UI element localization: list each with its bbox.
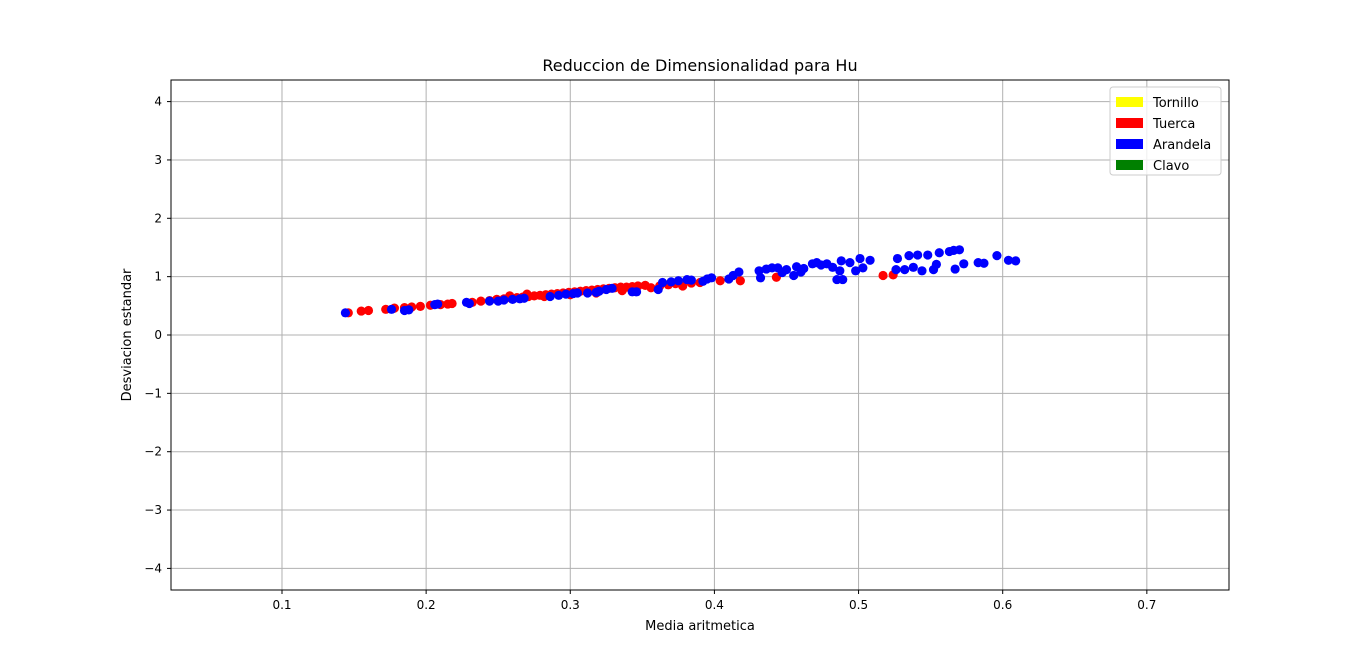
data-point <box>1003 255 1014 265</box>
y-axis-label: Desviacion estandar <box>120 268 135 401</box>
x-axis-label: Media aritmetica <box>645 619 755 634</box>
data-point <box>673 276 683 286</box>
data-point <box>561 289 571 299</box>
data-point <box>917 266 927 276</box>
data-point <box>519 293 529 303</box>
data-point <box>686 275 696 285</box>
data-point <box>954 245 965 255</box>
series-arandela <box>340 245 1021 318</box>
grid <box>171 80 1229 590</box>
data-point <box>900 265 910 275</box>
x-tick-label: 0.2 <box>417 598 436 612</box>
data-point <box>865 255 875 265</box>
data-point <box>653 284 663 295</box>
legend-label: Tuerca <box>1152 117 1195 132</box>
data-point <box>666 277 676 287</box>
axis-ticks: 0.1 0.2 0.3 0.4 0.5 0.6 0.7 4 3 2 1 0 −1 −2 −3 −4 <box>144 95 1156 612</box>
data-point <box>631 287 642 297</box>
data-point <box>950 264 960 274</box>
data-point <box>851 266 861 276</box>
data-point <box>734 267 744 277</box>
data-point <box>607 283 617 293</box>
data-point <box>908 262 918 272</box>
data-point <box>1011 256 1021 266</box>
data-point <box>415 301 425 312</box>
x-tick-label: 0.1 <box>272 598 291 612</box>
data-point <box>340 308 351 318</box>
data-point <box>706 273 717 283</box>
legend-label: Clavo <box>1153 159 1189 174</box>
data-point <box>646 283 656 293</box>
data-point <box>934 248 944 258</box>
data-point <box>979 258 989 268</box>
data-point <box>508 294 518 305</box>
data-point <box>891 265 901 275</box>
data-point <box>499 295 509 305</box>
data-point <box>828 262 838 272</box>
data-point <box>878 270 888 281</box>
x-tick-label: 0.6 <box>993 598 1012 612</box>
data-point <box>781 265 792 275</box>
legend: Tornillo Tuerca Arandela Clavo <box>1109 86 1222 176</box>
data-point <box>617 286 627 296</box>
data-point <box>447 298 457 309</box>
data-point <box>715 276 725 286</box>
data-point <box>992 251 1002 261</box>
data-point <box>855 253 865 264</box>
x-tick-label: 0.7 <box>1137 598 1156 612</box>
data-point <box>433 299 443 309</box>
data-point <box>754 266 764 276</box>
data-point <box>735 276 745 286</box>
data-point <box>858 263 868 273</box>
data-point <box>582 288 593 298</box>
data-point <box>892 253 903 264</box>
data-point <box>657 277 668 288</box>
legend-label: Tornillo <box>1152 96 1199 111</box>
data-point <box>836 256 846 266</box>
data-point <box>835 266 845 276</box>
data-point <box>356 306 366 316</box>
data-point <box>931 259 941 269</box>
data-point <box>363 305 374 316</box>
data-point <box>545 291 555 302</box>
y-tick-label: 0 <box>154 328 162 342</box>
legend-swatch <box>1116 160 1143 170</box>
data-point <box>404 305 414 315</box>
data-point <box>913 250 923 260</box>
data-point <box>923 250 933 260</box>
x-tick-label: 0.3 <box>561 598 580 612</box>
data-point <box>464 298 474 309</box>
y-tick-label: 3 <box>154 153 162 167</box>
data-point <box>845 258 855 268</box>
x-tick-label: 0.4 <box>705 598 724 612</box>
legend-swatch <box>1116 139 1143 149</box>
data-point <box>554 290 564 300</box>
data-point <box>755 273 766 283</box>
y-tick-label: −2 <box>144 445 162 459</box>
y-tick-label: 2 <box>154 211 162 225</box>
chart-title: Reduccion de Dimensionalidad para Hu <box>542 56 857 75</box>
y-tick-label: −1 <box>144 386 162 400</box>
y-tick-label: 1 <box>154 270 162 284</box>
data-point <box>799 263 809 274</box>
legend-swatch <box>1116 118 1143 128</box>
data-point <box>838 274 848 285</box>
data-point <box>484 296 495 306</box>
legend-box <box>1109 86 1222 176</box>
y-tick-label: 4 <box>154 95 162 109</box>
y-tick-label: −4 <box>144 561 162 575</box>
data-points <box>340 245 1021 318</box>
data-point <box>386 304 397 314</box>
data-point <box>476 296 486 306</box>
data-point <box>959 259 969 269</box>
data-point <box>789 270 799 281</box>
data-point <box>904 251 914 261</box>
legend-label: Arandela <box>1153 138 1211 153</box>
y-tick-label: −3 <box>144 503 162 517</box>
data-point <box>594 286 604 296</box>
data-point <box>572 288 583 298</box>
x-tick-label: 0.5 <box>849 598 868 612</box>
legend-swatch <box>1116 97 1143 107</box>
